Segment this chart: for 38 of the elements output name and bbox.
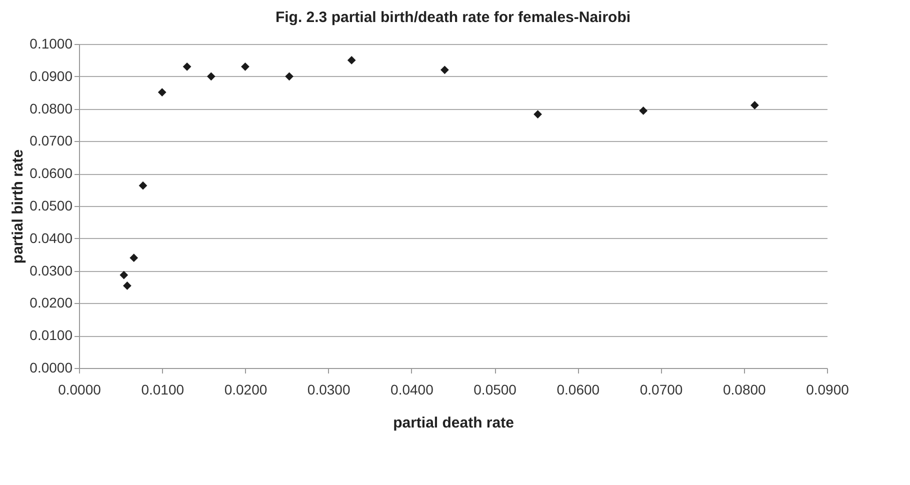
- y-tick-label: 0.0200: [30, 294, 73, 311]
- y-tick-label: 0.0300: [30, 262, 73, 278]
- point: [347, 56, 356, 64]
- point: [285, 72, 294, 81]
- point: [182, 62, 192, 71]
- y-tick-label: 0.0800: [30, 100, 73, 116]
- chart-title: Fig. 2.3 partial birth/death rate for females-Nairobi: [275, 9, 631, 26]
- x-tick-label: 0.0700: [640, 382, 683, 398]
- x-tick-label: 0.0600: [556, 382, 600, 398]
- y-tick-label: 0.0700: [30, 132, 73, 149]
- point: [158, 88, 166, 96]
- x-tick-label: 0.0900: [806, 382, 850, 398]
- y-tick-label: 0.0900: [30, 68, 73, 84]
- point: [130, 254, 138, 262]
- x-tick-label: 0.0000: [58, 382, 102, 398]
- y-tick-label: 0.0000: [30, 360, 73, 376]
- x-tick-label: 0.0100: [141, 382, 184, 398]
- y-axis-title: partial birth rate: [10, 149, 27, 264]
- x-tick-label: 0.0300: [307, 382, 350, 398]
- y-tick-label: 0.0600: [30, 165, 73, 182]
- x-tick-label: 0.0200: [224, 382, 268, 398]
- point: [534, 110, 542, 118]
- point: [123, 282, 132, 290]
- point: [120, 270, 128, 280]
- point: [750, 101, 759, 110]
- y-tick-label: 0.0500: [30, 198, 73, 214]
- x-tick-label: 0.0400: [390, 382, 434, 398]
- y-tick-label: 0.0100: [30, 327, 73, 344]
- y-tick-label: 0.0400: [30, 230, 73, 246]
- y-tick-label: 0.1000: [30, 36, 73, 52]
- x-tick-label: 0.0500: [474, 382, 517, 398]
- point: [138, 181, 148, 190]
- point: [206, 72, 216, 81]
- point: [241, 62, 250, 71]
- point: [440, 66, 449, 74]
- x-tick-label: 0.0800: [722, 382, 766, 398]
- x-axis-title: partial death rate: [393, 414, 514, 432]
- point: [639, 106, 648, 115]
